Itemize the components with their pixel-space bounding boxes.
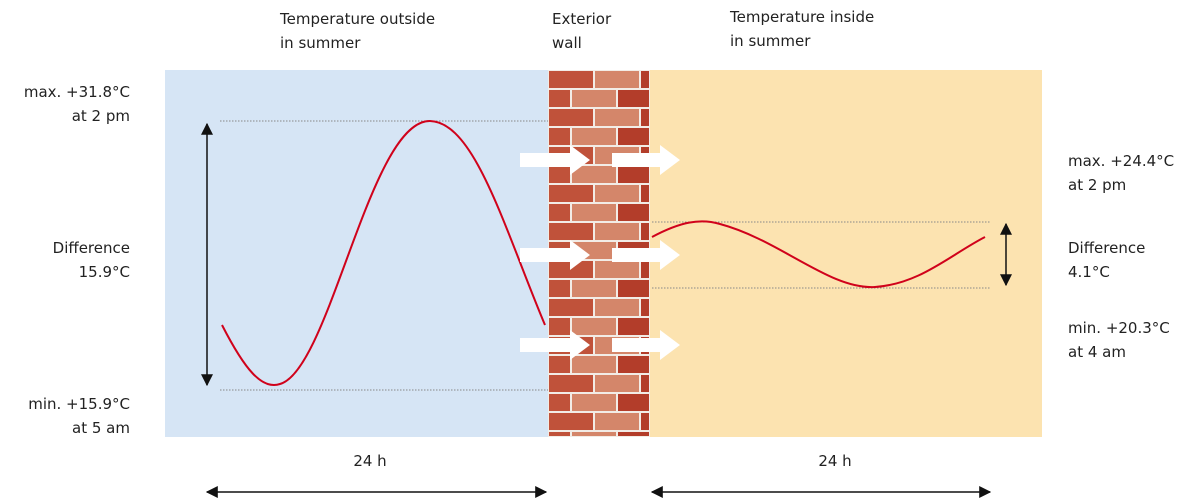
brick	[572, 280, 616, 297]
brick	[618, 128, 649, 145]
brick	[641, 299, 649, 316]
brick	[549, 280, 570, 297]
inside-panel	[650, 70, 1042, 437]
diagram: Temperature outside in summer Exterior w…	[0, 0, 1196, 504]
header-text: in summer	[280, 34, 361, 52]
brick	[549, 109, 593, 126]
brick	[549, 128, 570, 145]
header-text: Exterior	[552, 10, 612, 28]
brick	[641, 71, 649, 88]
brick	[641, 375, 649, 392]
header-text: in summer	[730, 32, 811, 50]
brick	[595, 261, 639, 278]
brick	[595, 413, 639, 430]
brick	[595, 185, 639, 202]
brick	[572, 356, 616, 373]
header-text: Temperature inside	[729, 8, 874, 26]
header-text: Temperature outside	[279, 10, 435, 28]
brick	[641, 109, 649, 126]
brick	[595, 223, 639, 240]
brick	[572, 432, 616, 436]
label: min. +15.9°C	[28, 395, 130, 413]
brick	[549, 413, 593, 430]
brick	[572, 204, 616, 221]
brick	[618, 204, 649, 221]
brick	[549, 223, 593, 240]
label: min. +20.3°C	[1068, 319, 1170, 337]
label: Difference	[1068, 239, 1145, 257]
brick	[618, 280, 649, 297]
brick	[572, 318, 616, 335]
label: 4.1°C	[1068, 263, 1110, 281]
header-text: wall	[552, 34, 582, 52]
brick	[618, 394, 649, 411]
label: max. +31.8°C	[24, 83, 130, 101]
brick	[595, 375, 639, 392]
brick	[549, 204, 570, 221]
brick	[595, 109, 639, 126]
brick	[618, 318, 649, 335]
brick	[595, 299, 639, 316]
label: at 4 am	[1068, 343, 1126, 361]
label: at 5 am	[72, 419, 130, 437]
brick	[595, 71, 639, 88]
label: 15.9°C	[79, 263, 130, 281]
brick	[549, 318, 570, 335]
brick	[641, 185, 649, 202]
brick	[572, 128, 616, 145]
brick	[572, 90, 616, 107]
brick	[641, 413, 649, 430]
duration-label: 24 h	[818, 452, 851, 470]
brick	[549, 299, 593, 316]
brick	[549, 166, 570, 183]
label: max. +24.4°C	[1068, 152, 1174, 170]
brick	[549, 375, 593, 392]
brick	[549, 432, 570, 436]
duration-label: 24 h	[353, 452, 386, 470]
brick	[618, 356, 649, 373]
brick	[549, 185, 593, 202]
outside-panel	[165, 70, 548, 437]
brick	[618, 90, 649, 107]
brick	[549, 356, 570, 373]
brick	[549, 71, 593, 88]
label: at 2 pm	[1068, 176, 1126, 194]
brick	[618, 432, 649, 436]
label: at 2 pm	[72, 107, 130, 125]
brick	[618, 166, 649, 183]
brick	[641, 261, 649, 278]
brick	[572, 394, 616, 411]
brick	[549, 394, 570, 411]
brick	[549, 90, 570, 107]
label: Difference	[53, 239, 130, 257]
brick	[641, 223, 649, 240]
